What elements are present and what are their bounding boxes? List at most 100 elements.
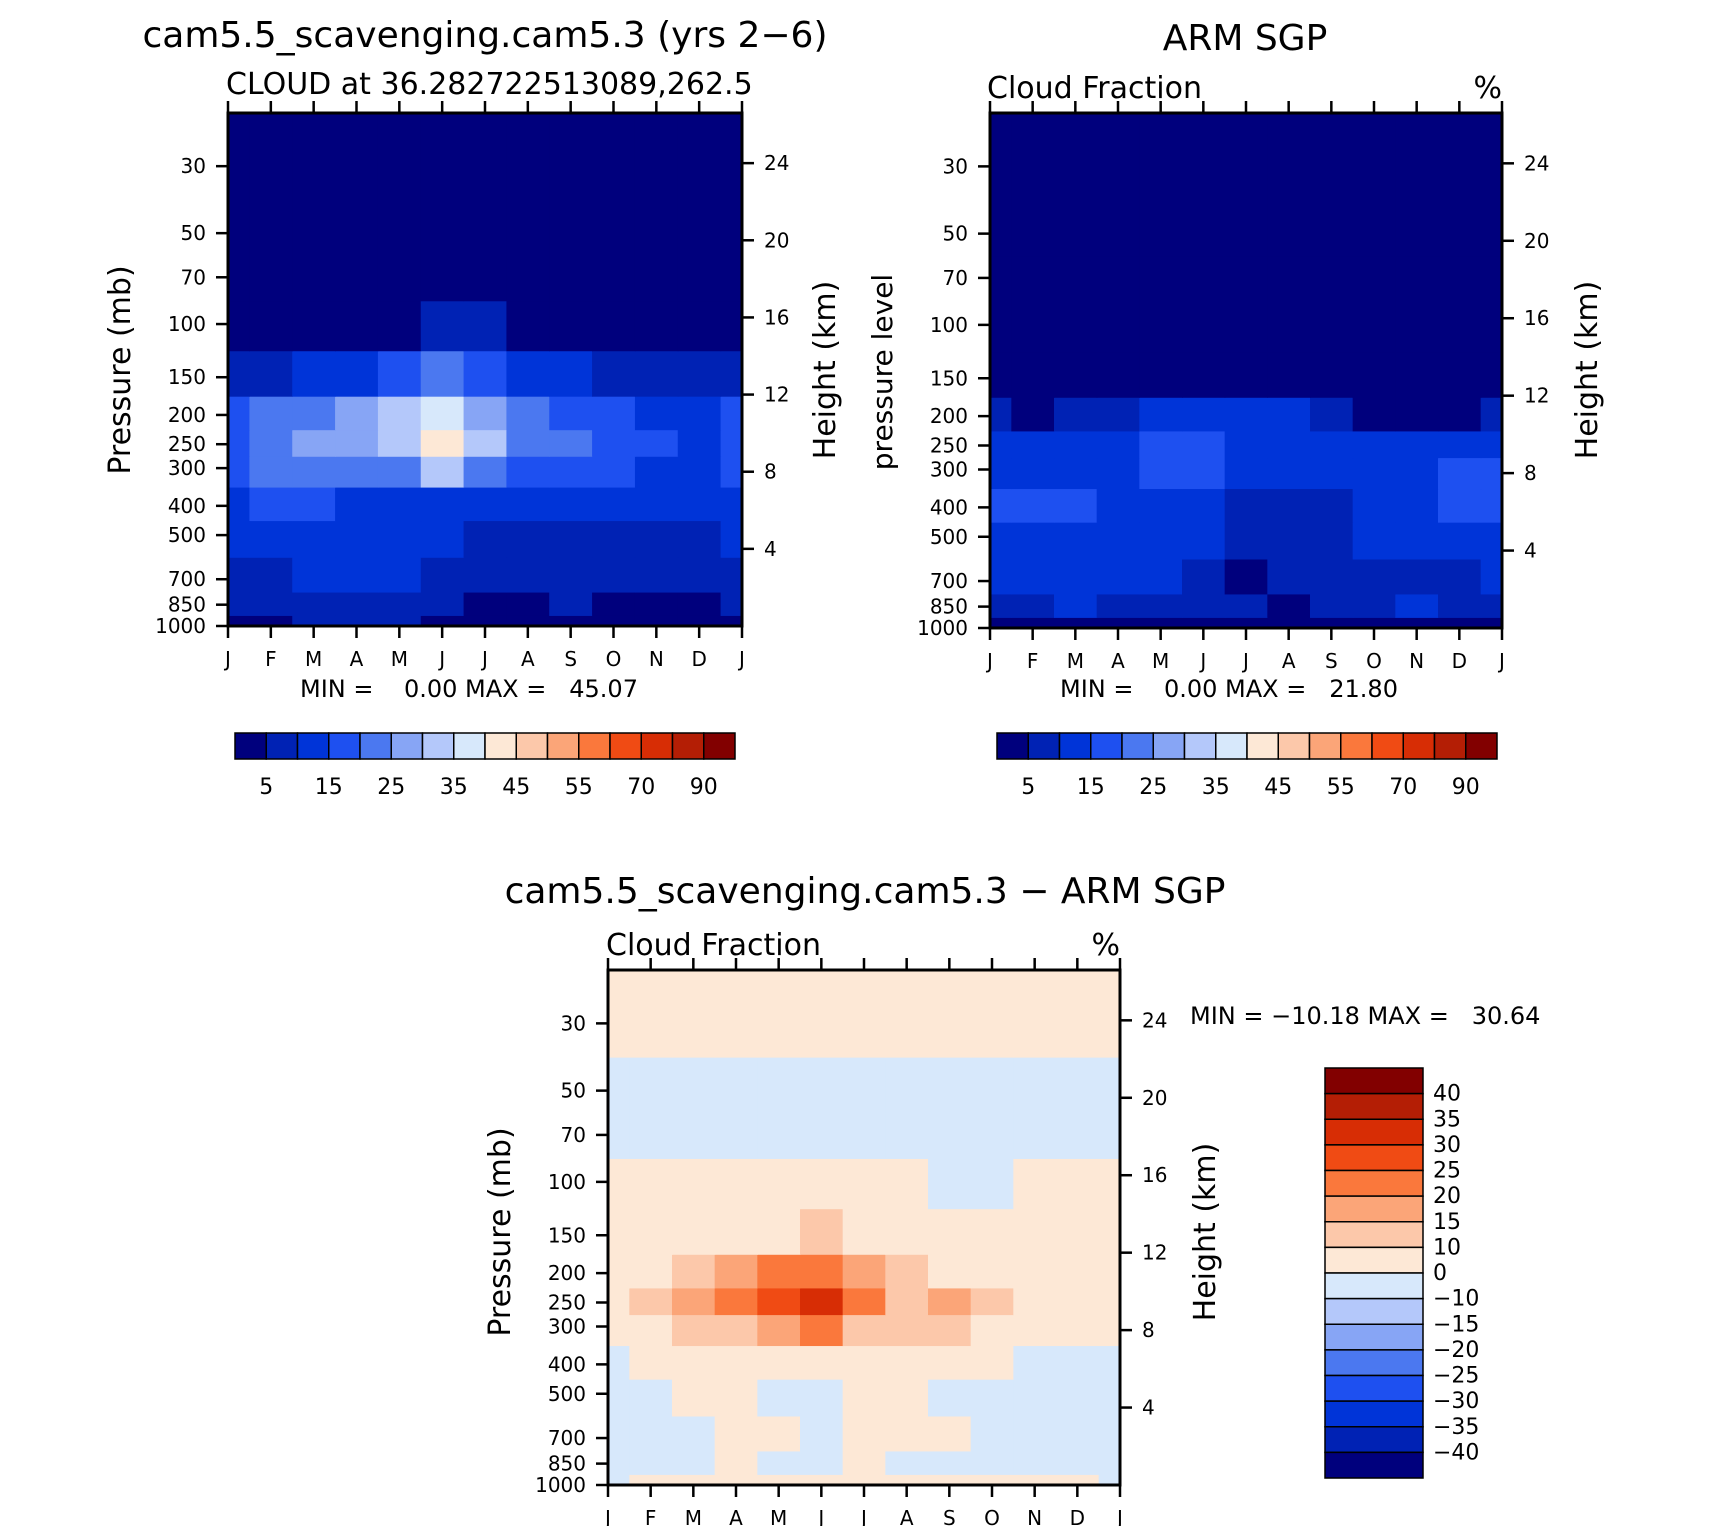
contour-cell bbox=[1056, 1057, 1100, 1114]
contour-cell bbox=[1267, 200, 1311, 257]
contour-cell bbox=[463, 350, 508, 397]
contour-cell bbox=[990, 351, 1012, 398]
x-tick-label: N bbox=[1409, 649, 1424, 673]
contour-cell bbox=[885, 1314, 929, 1347]
colorbar-label: 35 bbox=[1202, 775, 1230, 800]
contour-cell bbox=[672, 1057, 716, 1114]
x-tick-label: S bbox=[564, 647, 577, 671]
x-tick-label: M bbox=[770, 1506, 787, 1526]
diff-ylabel: Pressure (mb) bbox=[483, 1127, 518, 1336]
contour-cell bbox=[842, 1379, 886, 1417]
contour-cell bbox=[1054, 113, 1098, 201]
contour-cell bbox=[757, 970, 801, 1058]
contour-cell bbox=[1182, 301, 1226, 353]
contour-cell bbox=[928, 1314, 972, 1347]
contour-cell bbox=[672, 1287, 716, 1316]
contour-cell bbox=[506, 199, 550, 256]
contour-cell bbox=[1480, 430, 1503, 459]
contour-cell bbox=[990, 301, 1012, 353]
contour-cell bbox=[800, 1450, 844, 1475]
contour-cell bbox=[1182, 617, 1226, 629]
contour-cell bbox=[1438, 457, 1482, 490]
colorbar-box bbox=[609, 732, 642, 760]
contour-cell bbox=[842, 1345, 886, 1380]
contour-cell bbox=[1480, 113, 1503, 201]
contour-cell bbox=[629, 1254, 673, 1289]
contour-cell bbox=[629, 1415, 673, 1452]
contour-cell bbox=[1011, 558, 1055, 595]
contour-cell bbox=[1096, 593, 1140, 618]
contour-cell bbox=[592, 300, 636, 352]
contour-cell bbox=[335, 300, 379, 352]
contour-cell bbox=[608, 970, 630, 1058]
contour-cell bbox=[1011, 457, 1055, 490]
contour-cell bbox=[1098, 1379, 1121, 1417]
contour-cell bbox=[714, 1254, 758, 1289]
contour-cell bbox=[1310, 488, 1354, 523]
contour-cell bbox=[1310, 301, 1354, 353]
contour-cell bbox=[720, 113, 743, 201]
contour-cell bbox=[1139, 617, 1183, 629]
contour-cell bbox=[629, 1158, 673, 1210]
model-ylabel: Pressure (mb) bbox=[103, 265, 138, 474]
contour-cell bbox=[714, 1474, 758, 1486]
x-tick-label: M bbox=[685, 1506, 702, 1526]
contour-cell bbox=[885, 970, 929, 1058]
obs-colorbar: 5 15 25 35 45 55 70 90 bbox=[996, 732, 1498, 800]
contour-cell bbox=[672, 1158, 716, 1210]
contour-cell bbox=[335, 557, 379, 593]
y-tick-label: 400 bbox=[168, 494, 206, 518]
colorbar-label: 15 bbox=[1077, 775, 1105, 800]
model-contour-field bbox=[228, 113, 743, 627]
contour-cell bbox=[420, 300, 465, 352]
contour-cell bbox=[463, 456, 508, 488]
contour-cell bbox=[549, 199, 593, 256]
colorbar-box bbox=[515, 732, 549, 760]
x-tick-label: A bbox=[1111, 649, 1125, 673]
y-tick-label: 700 bbox=[930, 569, 968, 593]
contour-cell bbox=[1480, 301, 1503, 353]
colorbar-box bbox=[1308, 732, 1342, 760]
contour-cell bbox=[228, 429, 251, 457]
contour-cell bbox=[672, 1208, 716, 1255]
contour-cell bbox=[292, 396, 336, 431]
contour-cell bbox=[1310, 255, 1354, 302]
y-tick-label: 850 bbox=[930, 595, 968, 619]
contour-cell bbox=[677, 615, 722, 627]
contour-cell bbox=[1267, 430, 1311, 459]
y-tick-label: 70 bbox=[561, 1123, 586, 1147]
colorbar-label: 35 bbox=[440, 775, 468, 800]
contour-cell bbox=[506, 486, 550, 522]
contour-cell bbox=[1310, 617, 1354, 629]
y-tick-label: 700 bbox=[168, 567, 206, 591]
contour-cell bbox=[592, 591, 636, 616]
contour-cell bbox=[1182, 457, 1226, 490]
contour-cell bbox=[970, 1057, 1014, 1114]
contour-cell bbox=[1224, 113, 1268, 201]
colorbar-label: 25 bbox=[1139, 775, 1167, 800]
contour-cell bbox=[672, 1474, 716, 1486]
contour-cell bbox=[1224, 488, 1268, 523]
contour-cell bbox=[1056, 970, 1100, 1058]
contour-cell bbox=[1011, 351, 1055, 398]
contour-cell bbox=[720, 199, 743, 256]
x-tick-label: F bbox=[1027, 649, 1039, 673]
diff-contour-field bbox=[608, 970, 1121, 1486]
contour-cell bbox=[970, 1474, 1014, 1486]
obs-panel-header: ARM SGP bbox=[1163, 18, 1328, 59]
contour-cell bbox=[1310, 558, 1354, 595]
contour-cell bbox=[1438, 113, 1482, 201]
contour-cell bbox=[714, 970, 758, 1058]
contour-cell bbox=[677, 113, 722, 201]
contour-cell bbox=[1310, 351, 1354, 398]
contour-cell bbox=[800, 1314, 844, 1347]
y-tick-label: 1000 bbox=[155, 614, 206, 638]
contour-cell bbox=[1013, 1057, 1057, 1114]
x-tick-label: D bbox=[691, 647, 706, 671]
contour-cell bbox=[1267, 255, 1311, 302]
contour-cell bbox=[1480, 255, 1503, 302]
obs-ylabel-right: Height (km) bbox=[1570, 281, 1605, 460]
contour-cell bbox=[1054, 430, 1098, 459]
colorbar-box bbox=[996, 732, 1029, 760]
contour-cell bbox=[377, 486, 422, 522]
